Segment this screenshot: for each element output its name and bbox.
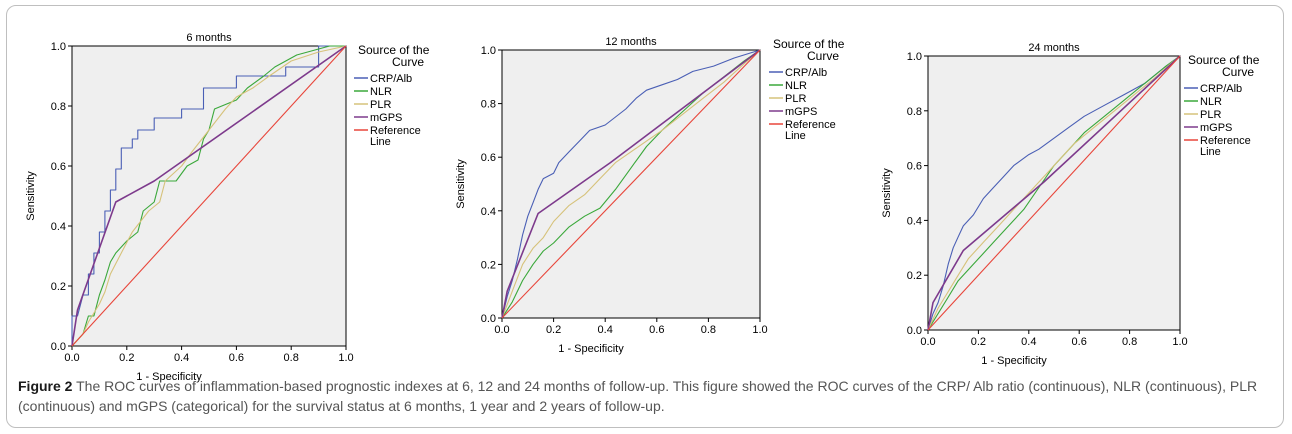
legend-item: CRP/Alb — [370, 73, 412, 85]
y-tick-label: 0.8 — [907, 106, 922, 118]
x-tick-label: 0.6 — [229, 352, 244, 364]
legend-item: PLR — [370, 99, 391, 111]
legend-title: Source of the — [773, 37, 845, 51]
y-tick-label: 0.4 — [51, 221, 66, 233]
series-line-mgps — [71, 45, 347, 347]
legend-item: PLR — [1200, 109, 1221, 121]
x-tick-label: 1.0 — [1172, 336, 1187, 348]
legend-title-line-2: Curve — [392, 55, 424, 69]
y-tick-label: 0.4 — [907, 215, 922, 227]
y-tick-label: 0.2 — [907, 270, 922, 282]
x-axis-label: 1 - Specificity — [136, 371, 202, 383]
chart-title: 6 months — [186, 32, 232, 44]
y-tick-label: 0.6 — [907, 161, 922, 173]
legend-item: CRP/Alb — [1200, 83, 1242, 95]
series-line-reference-line — [927, 55, 1181, 331]
series-line-crp-alb — [71, 45, 346, 346]
series-line-mgps — [927, 55, 1181, 331]
legend-item: mGPS — [1200, 122, 1232, 134]
series-line-nlr — [71, 45, 346, 347]
x-tick-label: 0.2 — [119, 352, 134, 364]
series-line-reference-line — [501, 49, 761, 319]
y-axis-label: Sensitivity — [455, 159, 467, 209]
series-line-mgps — [501, 49, 761, 319]
x-tick-label: 0.4 — [1021, 336, 1036, 348]
y-tick-label: 1.0 — [481, 45, 496, 57]
series-line-plr — [71, 45, 347, 347]
legend-item-line-2: Line — [370, 136, 391, 148]
legend-title-line-2: Curve — [807, 49, 839, 63]
legend-item: NLR — [370, 86, 392, 98]
series-line-plr — [501, 49, 761, 319]
legend-item: mGPS — [785, 106, 817, 118]
roc-chart-6-months: 6 months 0.00.0 0.2 0.2 0.4 0.4 0.6 0.6 0.8 0.8 1.… — [25, 32, 430, 383]
legend-title: Source of the — [358, 43, 430, 57]
y-tick-label: 0.0 — [51, 341, 66, 353]
y-axis-label: Sensitivity — [881, 168, 893, 218]
x-tick-label: 1.0 — [752, 324, 767, 336]
series-line-reference-line — [71, 45, 347, 347]
x-tick-label: 0.0 — [920, 336, 935, 348]
figure-label: Figure 2 — [18, 378, 73, 394]
y-tick-label: 0.8 — [481, 99, 496, 111]
series-line-crp-alb — [501, 49, 761, 319]
x-tick-label: 0.0 — [64, 352, 79, 364]
x-axis-label: 1 - Specificity — [981, 355, 1047, 367]
x-tick-label: 0.6 — [649, 324, 664, 336]
y-tick-label: 0.6 — [481, 152, 496, 164]
legend-item: Reference — [785, 119, 836, 131]
legend-title: Source of the — [1188, 53, 1260, 67]
x-tick-label: 0.8 — [1122, 336, 1137, 348]
figure-frame — [6, 5, 1284, 428]
x-tick-label: 0.4 — [598, 324, 613, 336]
legend-item-line-2: Line — [785, 130, 806, 142]
x-tick-label: 0.8 — [284, 352, 299, 364]
y-tick-label: 0.6 — [51, 161, 66, 173]
figure-caption: Figure 2 The ROC curves of inflammation-… — [18, 376, 1276, 416]
y-tick-label: 1.0 — [907, 51, 922, 63]
x-axis-label: 1 - Specificity — [558, 343, 624, 355]
y-axis-label: Sensitivity — [25, 171, 37, 221]
y-tick-label: 0.4 — [481, 206, 496, 218]
y-tick-label: 0.2 — [481, 259, 496, 271]
series-line-crp-alb — [927, 55, 1181, 331]
chart-title: 24 months — [1028, 42, 1080, 54]
x-tick-label: 0.2 — [546, 324, 561, 336]
roc-chart-24-months: 24 months 0.00.0 0.2 0.2 0.4 0.4 0.6 0.6 0.8 0.8 1… — [881, 42, 1260, 367]
legend-item: Reference — [370, 125, 421, 137]
y-tick-label: 0.8 — [51, 101, 66, 113]
series-line-plr — [927, 55, 1181, 331]
y-tick-label: 0.0 — [907, 325, 922, 337]
y-tick-label: 0.2 — [51, 281, 66, 293]
y-tick-label: 0.0 — [481, 313, 496, 325]
legend-item: NLR — [1200, 96, 1222, 108]
x-tick-label: 0.2 — [971, 336, 986, 348]
legend-title-line-2: Curve — [1222, 65, 1254, 79]
legend-item: CRP/Alb — [785, 67, 827, 79]
legend-item: Reference — [1200, 135, 1251, 147]
x-tick-label: 0.4 — [174, 352, 189, 364]
y-tick-label: 1.0 — [51, 41, 66, 53]
x-tick-label: 0.0 — [494, 324, 509, 336]
roc-chart-12-months: 12 months 0.00.0 0.2 0.2 0.4 0.4 0.6 0.6 0.8 0.8 1… — [455, 36, 845, 355]
legend-item: NLR — [785, 80, 807, 92]
legend-item: mGPS — [370, 112, 402, 124]
x-tick-label: 0.6 — [1072, 336, 1087, 348]
x-tick-label: 1.0 — [338, 352, 353, 364]
legend-item: PLR — [785, 93, 806, 105]
legend-item-line-2: Line — [1200, 146, 1221, 158]
caption-text: The ROC curves of inflammation-based pro… — [18, 378, 1258, 414]
x-tick-label: 0.8 — [701, 324, 716, 336]
series-line-nlr — [927, 55, 1181, 331]
chart-title: 12 months — [605, 36, 657, 48]
